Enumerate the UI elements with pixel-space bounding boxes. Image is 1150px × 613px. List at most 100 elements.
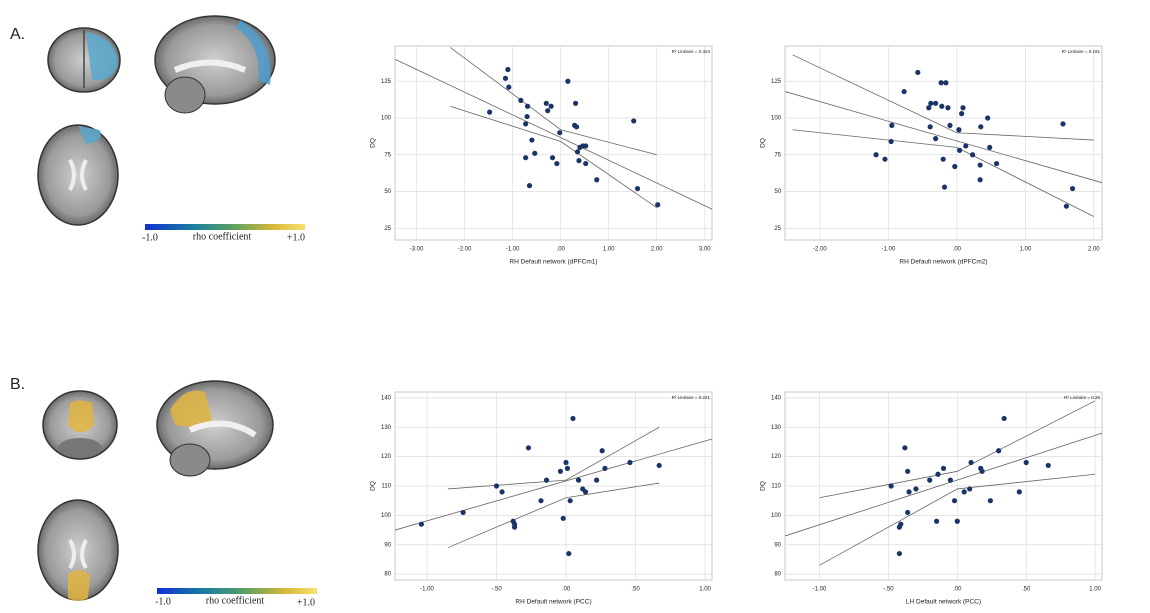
point [979,469,984,474]
x-tick-label: -3.00 [410,247,424,253]
y-tick-label: 25 [384,226,391,232]
plot-area [395,46,712,240]
point [558,469,563,474]
point [523,121,528,126]
point [568,498,573,503]
y-tick-label: 75 [774,152,781,158]
y-tick-label: 110 [381,484,391,490]
y-tick-label: 90 [774,542,781,548]
y-tick-label: 130 [381,425,392,431]
point [996,448,1001,453]
point [576,158,581,163]
x-tick-label: 1.00 [699,587,711,593]
point [947,123,952,128]
point [635,186,640,191]
point [952,498,957,503]
point [524,114,529,119]
point [915,70,920,75]
point [963,143,968,148]
y-tick-label: 140 [771,395,782,401]
point [889,483,894,488]
annotation: R² Linéaire = 0.191 [1062,49,1101,54]
y-tick-label: 50 [774,189,781,195]
point [575,149,580,154]
x-tick-label: -1.00 [882,247,896,253]
x-tick-label: 1.00 [1019,247,1031,253]
point [897,551,902,556]
point [956,127,961,132]
point [962,489,967,494]
point [941,466,946,471]
x-axis-title: RH Default network (dPFCm1) [509,259,597,266]
point [600,448,605,453]
y-tick-label: 75 [384,152,391,158]
x-tick-label: -.50 [491,587,502,593]
x-tick-label: -2.00 [458,247,472,253]
annotation: R² Linéaire = 0.324 [672,49,711,54]
y-tick-label: 100 [771,513,782,519]
point [955,519,960,524]
point [655,202,660,207]
panel-label: B. [10,376,25,393]
x-tick-label: .50 [1022,587,1031,593]
point [941,157,946,162]
brain-images [38,16,305,230]
point [927,478,932,483]
y-tick-label: 120 [381,454,392,460]
y-axis-title: DQ [760,481,767,491]
point [952,164,957,169]
y-tick-label: 100 [771,116,782,122]
point [561,516,566,521]
point [548,104,553,109]
y-tick-label: 110 [771,484,781,490]
plot-area [785,46,1102,240]
point [873,152,878,157]
point [563,460,568,465]
point [529,137,534,142]
point [1046,463,1051,468]
point [583,143,588,148]
point [594,478,599,483]
point [933,136,938,141]
point [461,510,466,515]
point [1017,489,1022,494]
colorbar-title: rho coefficient [206,595,265,606]
point [505,67,510,72]
y-tick-label: 80 [774,572,781,578]
point [957,148,962,153]
colorbar-min: -1.0 [142,232,158,243]
point [978,162,983,167]
annotation: R² Linéaire = 0.221 [672,395,711,400]
point [523,155,528,160]
x-tick-label: .00 [557,247,566,253]
point [939,80,944,85]
point [928,124,933,129]
point [1024,460,1029,465]
x-tick-label: -1.00 [506,247,520,253]
point [576,478,581,483]
y-tick-label: 125 [381,79,392,85]
point [945,105,950,110]
point [902,445,907,450]
y-tick-label: 120 [771,454,782,460]
y-tick-label: 100 [381,513,392,519]
y-tick-label: 80 [384,572,391,578]
x-tick-label: -1.00 [813,587,827,593]
point [926,105,931,110]
point [602,466,607,471]
y-axis-title: DQ [760,138,767,148]
x-axis-title: LH Default network (PCC) [906,599,981,606]
point [573,101,578,106]
point [994,161,999,166]
point [657,463,662,468]
point [967,486,972,491]
x-tick-label: 1.00 [603,247,615,253]
x-tick-label: .00 [562,587,571,593]
y-tick-label: 90 [384,542,391,548]
point [631,118,636,123]
point [905,469,910,474]
point [948,478,953,483]
point [902,89,907,94]
y-tick-label: 50 [384,189,391,195]
point [898,522,903,527]
